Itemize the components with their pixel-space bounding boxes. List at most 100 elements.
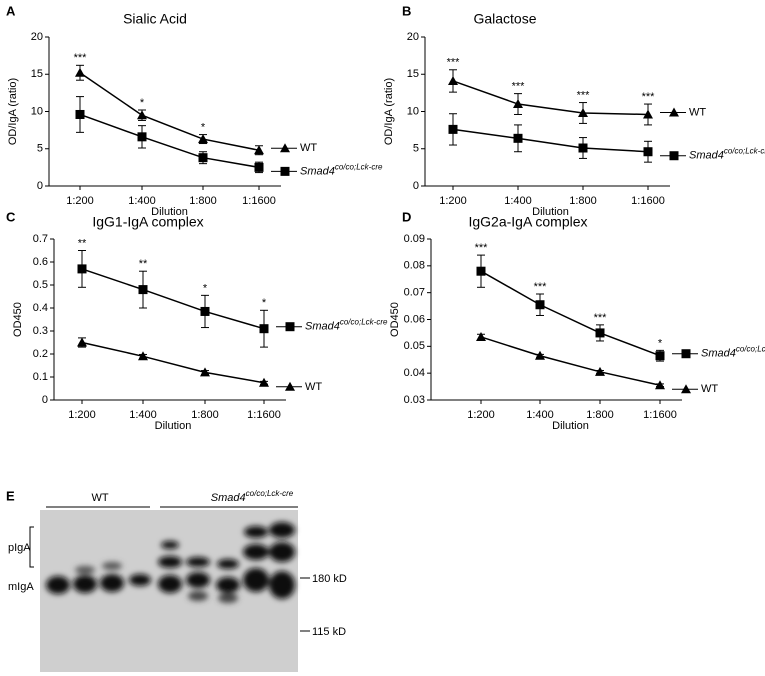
legend-label: Smad4co/co;Lck-cre [300, 162, 383, 177]
x-tick-label: 1:800 [586, 409, 614, 421]
significance: *** [512, 81, 526, 93]
legend-sup: co/co;Lck-cre [340, 318, 388, 327]
significance: * [262, 297, 267, 309]
y-tick-label: 0.4 [33, 302, 48, 314]
bands [46, 522, 295, 603]
y-tick-label: 0.07 [404, 287, 425, 299]
x-axis-label: Dilution [151, 206, 188, 218]
x-tick-label: 1:200 [467, 409, 495, 421]
marker [254, 162, 264, 172]
marker [138, 285, 148, 295]
legend-name: Smad4 [701, 348, 736, 360]
legend-name: WT [300, 142, 317, 154]
y-tick-label: 10 [407, 105, 419, 117]
significance: *** [447, 57, 461, 69]
series-line [79, 113, 260, 169]
marker [280, 166, 290, 176]
marker-label: 115 kD [312, 626, 346, 638]
group-label-sup: co/co;Lck-cre [246, 489, 294, 498]
y-tick-label: 5 [413, 143, 419, 155]
panel-label: D [402, 209, 411, 224]
legend-name: WT [305, 381, 322, 393]
x-tick-label: 1:200 [68, 409, 96, 421]
group-label: WT [91, 492, 108, 504]
marker [643, 147, 653, 157]
panel-label: B [402, 3, 411, 18]
marker [535, 350, 545, 360]
y-tick-label: 0.05 [404, 340, 425, 352]
marker [280, 143, 290, 153]
panel-label: A [6, 3, 16, 18]
y-tick-label: 0 [413, 180, 419, 192]
legend-sup: co/co;Lck-cre [736, 345, 765, 354]
x-tick-label: 1:800 [569, 195, 597, 207]
marker [198, 134, 208, 144]
y-tick-label: 0 [42, 394, 48, 406]
panel-label: E [6, 488, 15, 503]
y-tick-label: 20 [407, 31, 419, 43]
x-axis-label: Dilution [155, 420, 192, 432]
legend-name: WT [701, 383, 718, 395]
marker-label: 180 kD [312, 573, 347, 585]
y-tick-label: 0.5 [33, 279, 48, 291]
group-label-text: Smad4 [211, 492, 246, 504]
marker [681, 349, 691, 359]
x-tick-label: 1:400 [129, 409, 157, 421]
x-tick-label: 1:200 [439, 195, 467, 207]
y-tick-label: 0.06 [404, 313, 425, 325]
legend-label: Smad4co/co;Lck-cre [701, 345, 765, 360]
y-tick-label: 0.1 [33, 371, 48, 383]
significance: *** [534, 281, 548, 293]
chart-title: IgG2a-IgA complex [468, 214, 587, 230]
marker [138, 351, 148, 361]
significance: * [140, 97, 145, 109]
x-tick-label: 1:1600 [631, 195, 665, 207]
significance: *** [475, 242, 489, 254]
x-tick-label: 1:1600 [643, 409, 677, 421]
y-axis-label: OD/IgA (ratio) [383, 78, 395, 145]
marker [259, 324, 269, 334]
significance: * [658, 337, 663, 349]
marker [669, 107, 679, 117]
significance: *** [594, 312, 608, 324]
series-line [452, 128, 649, 153]
x-tick-label: 1:400 [504, 195, 532, 207]
marker [595, 328, 605, 338]
x-tick-label: 1:800 [189, 195, 217, 207]
legend-name: WT [689, 106, 706, 118]
series-line [480, 336, 661, 386]
y-tick-label: 5 [37, 143, 43, 155]
marker [77, 337, 87, 347]
band-label: pIgA [8, 542, 31, 554]
marker [285, 381, 295, 391]
panel-label: C [6, 209, 16, 224]
marker [254, 145, 264, 155]
marker [513, 133, 523, 143]
y-tick-label: 15 [407, 68, 419, 80]
marker [535, 300, 545, 310]
x-tick-label: 1:400 [128, 195, 156, 207]
marker [476, 331, 486, 341]
legend-name: Smad4 [689, 150, 724, 162]
legend-label: WT [701, 383, 718, 395]
y-axis-label: OD450 [389, 302, 401, 337]
significance: ** [139, 258, 148, 270]
x-tick-label: 1:1600 [247, 409, 281, 421]
marker [655, 380, 665, 390]
x-tick-label: 1:800 [191, 409, 219, 421]
y-axis-label: OD450 [12, 302, 24, 337]
marker [448, 75, 458, 85]
marker [476, 266, 486, 276]
significance: *** [577, 89, 591, 101]
chart-title: Galactose [473, 11, 536, 27]
legend-name: Smad4 [300, 165, 335, 177]
significance: ** [78, 237, 87, 249]
x-tick-label: 1:1600 [242, 195, 276, 207]
x-tick-label: 1:400 [526, 409, 554, 421]
blot-panel: E WT Smad4co/co;Lck-cre pIgA mIgA 180 kD… [6, 488, 347, 672]
y-tick-label: 0.03 [404, 394, 425, 406]
marker [681, 384, 691, 394]
legend-sup: co/co;Lck-cre [724, 147, 765, 156]
legend-label: Smad4co/co;Lck-cre [689, 147, 765, 162]
significance: *** [74, 52, 88, 64]
